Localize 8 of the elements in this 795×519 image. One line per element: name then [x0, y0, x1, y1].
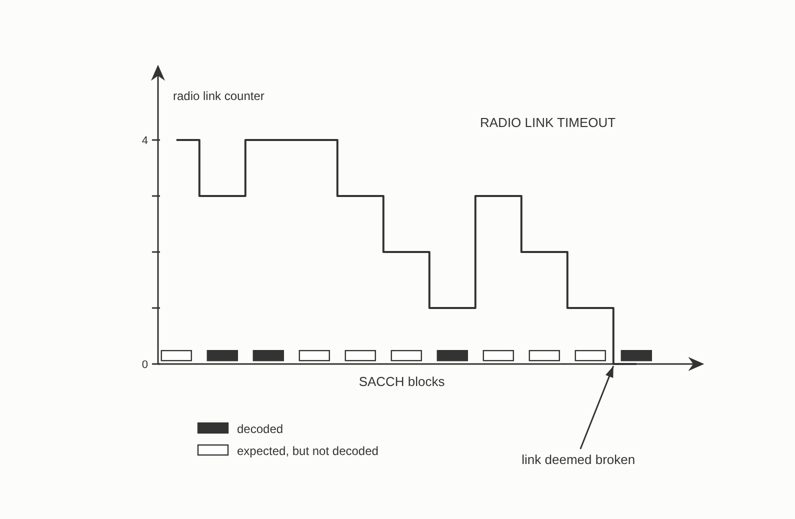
y-tick-label: 0	[142, 359, 148, 371]
text: link deemed broken	[522, 452, 636, 467]
legend-label: decoded	[237, 422, 284, 436]
x-axis-title: SACCH blocks	[358, 374, 446, 389]
legend-label: expected, but not decoded	[237, 444, 378, 458]
y-tick-label: 4	[142, 135, 148, 147]
y-axis-title: radio link counter	[173, 89, 264, 103]
text: RADIO LINK TIMEOUT	[480, 115, 616, 130]
